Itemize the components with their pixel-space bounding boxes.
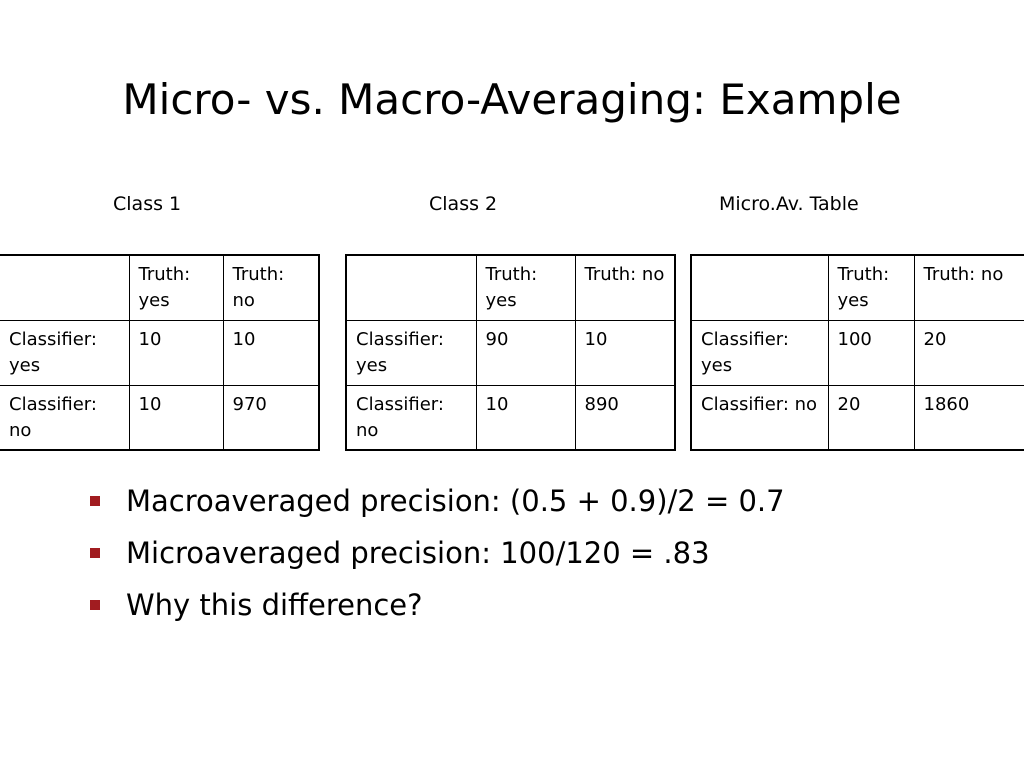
table-cell: 10 bbox=[222, 319, 320, 386]
table-corner-cell bbox=[690, 254, 829, 321]
table-cell: 20 bbox=[913, 319, 1024, 386]
header-truth-yes: Truth: yes bbox=[827, 254, 915, 321]
table-row: Classifier: yes 90 10 bbox=[345, 319, 676, 386]
table-cell: 10 bbox=[128, 384, 224, 451]
table-cell: 20 bbox=[827, 384, 915, 451]
bullet-list: Macroaveraged precision: (0.5 + 0.9)/2 =… bbox=[88, 482, 785, 638]
list-item: Macroaveraged precision: (0.5 + 0.9)/2 =… bbox=[88, 482, 785, 520]
table-cell: 90 bbox=[475, 319, 576, 386]
table-row: Classifier: no 10 970 bbox=[0, 384, 320, 451]
table-cell: 10 bbox=[574, 319, 676, 386]
table-header-row: Truth: yes Truth: no bbox=[345, 254, 676, 321]
table-row: Classifier: no 10 890 bbox=[345, 384, 676, 451]
table-header-row: Truth: yes Truth: no bbox=[690, 254, 1024, 321]
contingency-table-class-1: Truth: yes Truth: no Classifier: yes 10 … bbox=[0, 254, 320, 451]
contingency-table-micro-average: Truth: yes Truth: no Classifier: yes 100… bbox=[690, 254, 1024, 451]
contingency-table-class-2: Truth: yes Truth: no Classifier: yes 90 … bbox=[345, 254, 676, 451]
bullet-text: Why this difference? bbox=[126, 588, 423, 622]
table-cell: 10 bbox=[128, 319, 224, 386]
list-item: Why this difference? bbox=[88, 586, 785, 624]
row-label-classifier-yes: Classifier: yes bbox=[345, 319, 477, 386]
square-bullet-icon bbox=[90, 548, 100, 558]
table-cell: 970 bbox=[222, 384, 320, 451]
row-label-classifier-yes: Classifier: yes bbox=[690, 319, 829, 386]
row-label-classifier-no: Classifier: no bbox=[0, 384, 130, 451]
caption-class-2: Class 2 bbox=[429, 193, 498, 215]
table-row: Classifier: yes 100 20 bbox=[690, 319, 1024, 386]
square-bullet-icon bbox=[90, 496, 100, 506]
bullet-text: Microaveraged precision: 100/120 = .83 bbox=[126, 536, 710, 570]
table-row: Classifier: yes 10 10 bbox=[0, 319, 320, 386]
row-label-classifier-yes: Classifier: yes bbox=[0, 319, 130, 386]
row-label-classifier-no: Classifier: no bbox=[345, 384, 477, 451]
square-bullet-icon bbox=[90, 600, 100, 610]
table-corner-cell bbox=[345, 254, 477, 321]
table-cell: 890 bbox=[574, 384, 676, 451]
bullet-text: Macroaveraged precision: (0.5 + 0.9)/2 =… bbox=[126, 484, 785, 518]
table-cell: 100 bbox=[827, 319, 915, 386]
header-truth-yes: Truth: yes bbox=[475, 254, 576, 321]
header-truth-no: Truth: no bbox=[913, 254, 1024, 321]
header-truth-no: Truth: no bbox=[574, 254, 676, 321]
table-corner-cell bbox=[0, 254, 130, 321]
header-truth-no: Truth: no bbox=[222, 254, 320, 321]
header-truth-yes: Truth: yes bbox=[128, 254, 224, 321]
table-header-row: Truth: yes Truth: no bbox=[0, 254, 320, 321]
table-cell: 10 bbox=[475, 384, 576, 451]
slide-title: Micro- vs. Macro-Averaging: Example bbox=[122, 75, 902, 124]
caption-micro-av-table: Micro.Av. Table bbox=[719, 193, 859, 215]
list-item: Microaveraged precision: 100/120 = .83 bbox=[88, 534, 785, 572]
table-cell: 1860 bbox=[913, 384, 1024, 451]
table-row: Classifier: no 20 1860 bbox=[690, 384, 1024, 451]
row-label-classifier-no: Classifier: no bbox=[690, 384, 829, 451]
caption-class-1: Class 1 bbox=[113, 193, 182, 215]
